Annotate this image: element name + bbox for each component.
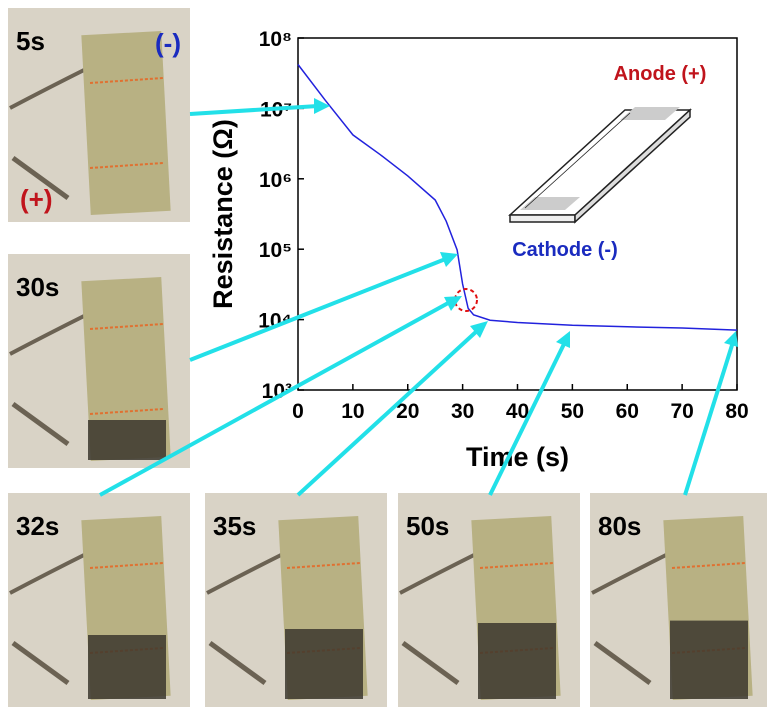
y-tick-label: 10⁸ <box>259 28 292 51</box>
polarity-label: (-) <box>155 28 181 58</box>
y-tick-label: 10⁵ <box>259 239 292 262</box>
photo-label: 30s <box>16 272 59 302</box>
photo-label: 80s <box>598 511 641 541</box>
photo-darkening <box>285 629 363 699</box>
x-tick-label: 30 <box>451 400 474 423</box>
photo-label: 32s <box>16 511 59 541</box>
photo-darkening <box>88 420 166 460</box>
x-axis-label: Time (s) <box>466 442 569 472</box>
photo: 32s <box>8 493 190 707</box>
x-tick-label: 50 <box>561 400 584 423</box>
x-tick-label: 80 <box>725 400 748 423</box>
figure: 5s 30s 32s 35s 50s 80s (-) (+) Anode (+) Cathod… <box>0 0 767 709</box>
photo: 50s <box>398 493 580 707</box>
photo-darkening <box>670 621 748 699</box>
polarity-label: (+) <box>20 184 53 214</box>
photo-label: 35s <box>213 511 256 541</box>
photo: 80s <box>590 493 767 707</box>
photo-label: 50s <box>406 511 449 541</box>
photo: 30s <box>8 254 190 468</box>
y-axis-label: Resistance (Ω) <box>208 119 238 309</box>
photo-darkening <box>88 635 166 699</box>
anode-label: Anode (+) <box>614 63 707 85</box>
cathode-label: Cathode (-) <box>512 239 618 261</box>
y-tick-label: 10⁶ <box>259 169 292 192</box>
x-tick-label: 0 <box>292 400 304 423</box>
x-tick-label: 60 <box>616 400 639 423</box>
photo-label: 5s <box>16 26 45 56</box>
x-tick-label: 10 <box>341 400 364 423</box>
photo: 35s <box>205 493 387 707</box>
photo-darkening <box>478 623 556 699</box>
x-tick-label: 70 <box>670 400 693 423</box>
